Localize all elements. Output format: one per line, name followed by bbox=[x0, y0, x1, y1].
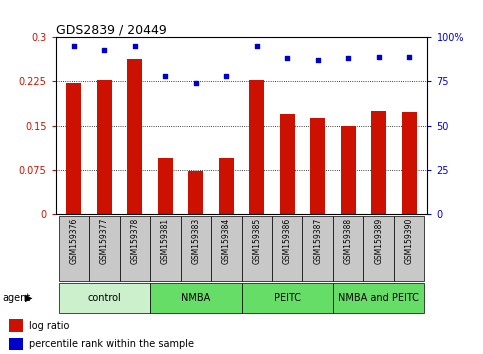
Text: GSM159381: GSM159381 bbox=[161, 218, 170, 264]
Text: control: control bbox=[87, 293, 121, 303]
Text: percentile rank within the sample: percentile rank within the sample bbox=[29, 339, 195, 349]
Bar bbox=[333, 216, 363, 281]
Bar bbox=[310, 118, 326, 214]
Point bbox=[344, 56, 352, 61]
Point bbox=[405, 54, 413, 59]
Bar bbox=[181, 216, 211, 281]
Bar bbox=[89, 216, 120, 281]
Text: GSM159384: GSM159384 bbox=[222, 218, 231, 264]
Bar bbox=[66, 83, 82, 214]
Bar bbox=[127, 59, 142, 214]
Bar bbox=[249, 80, 264, 214]
Bar bbox=[272, 216, 302, 281]
Bar bbox=[242, 216, 272, 281]
Text: GSM159387: GSM159387 bbox=[313, 218, 322, 264]
Bar bbox=[150, 283, 242, 313]
Text: log ratio: log ratio bbox=[29, 321, 70, 331]
Bar bbox=[58, 216, 89, 281]
Point bbox=[131, 43, 139, 49]
Text: NMBA and PEITC: NMBA and PEITC bbox=[338, 293, 419, 303]
Text: GSM159388: GSM159388 bbox=[344, 218, 353, 264]
Point bbox=[284, 56, 291, 61]
Text: PEITC: PEITC bbox=[274, 293, 301, 303]
Bar bbox=[120, 216, 150, 281]
Point bbox=[192, 80, 199, 86]
Bar bbox=[401, 112, 417, 214]
Bar bbox=[157, 158, 173, 214]
Bar bbox=[219, 158, 234, 214]
Text: agent: agent bbox=[2, 293, 30, 303]
Bar bbox=[97, 80, 112, 214]
Bar bbox=[371, 111, 386, 214]
Bar bbox=[363, 216, 394, 281]
Point bbox=[100, 47, 108, 52]
Text: GSM159383: GSM159383 bbox=[191, 218, 200, 264]
Bar bbox=[341, 126, 356, 214]
Bar bbox=[242, 283, 333, 313]
Text: GSM159390: GSM159390 bbox=[405, 218, 413, 264]
Bar bbox=[211, 216, 242, 281]
Point bbox=[375, 54, 383, 59]
Bar bbox=[302, 216, 333, 281]
Bar bbox=[333, 283, 425, 313]
Bar bbox=[9, 319, 23, 332]
Point bbox=[222, 73, 230, 79]
Text: GSM159385: GSM159385 bbox=[252, 218, 261, 264]
Bar bbox=[58, 283, 150, 313]
Point bbox=[161, 73, 169, 79]
Text: GSM159386: GSM159386 bbox=[283, 218, 292, 264]
Point bbox=[253, 43, 261, 49]
Point bbox=[314, 57, 322, 63]
Text: GSM159376: GSM159376 bbox=[70, 218, 78, 264]
Text: ▶: ▶ bbox=[25, 293, 33, 303]
Text: GDS2839 / 20449: GDS2839 / 20449 bbox=[56, 23, 166, 36]
Text: NMBA: NMBA bbox=[181, 293, 211, 303]
Bar bbox=[9, 338, 23, 350]
Bar bbox=[150, 216, 181, 281]
Text: GSM159377: GSM159377 bbox=[100, 218, 109, 264]
Bar bbox=[394, 216, 425, 281]
Bar bbox=[280, 114, 295, 214]
Text: GSM159378: GSM159378 bbox=[130, 218, 139, 264]
Point bbox=[70, 43, 78, 49]
Text: GSM159389: GSM159389 bbox=[374, 218, 383, 264]
Bar bbox=[188, 171, 203, 214]
